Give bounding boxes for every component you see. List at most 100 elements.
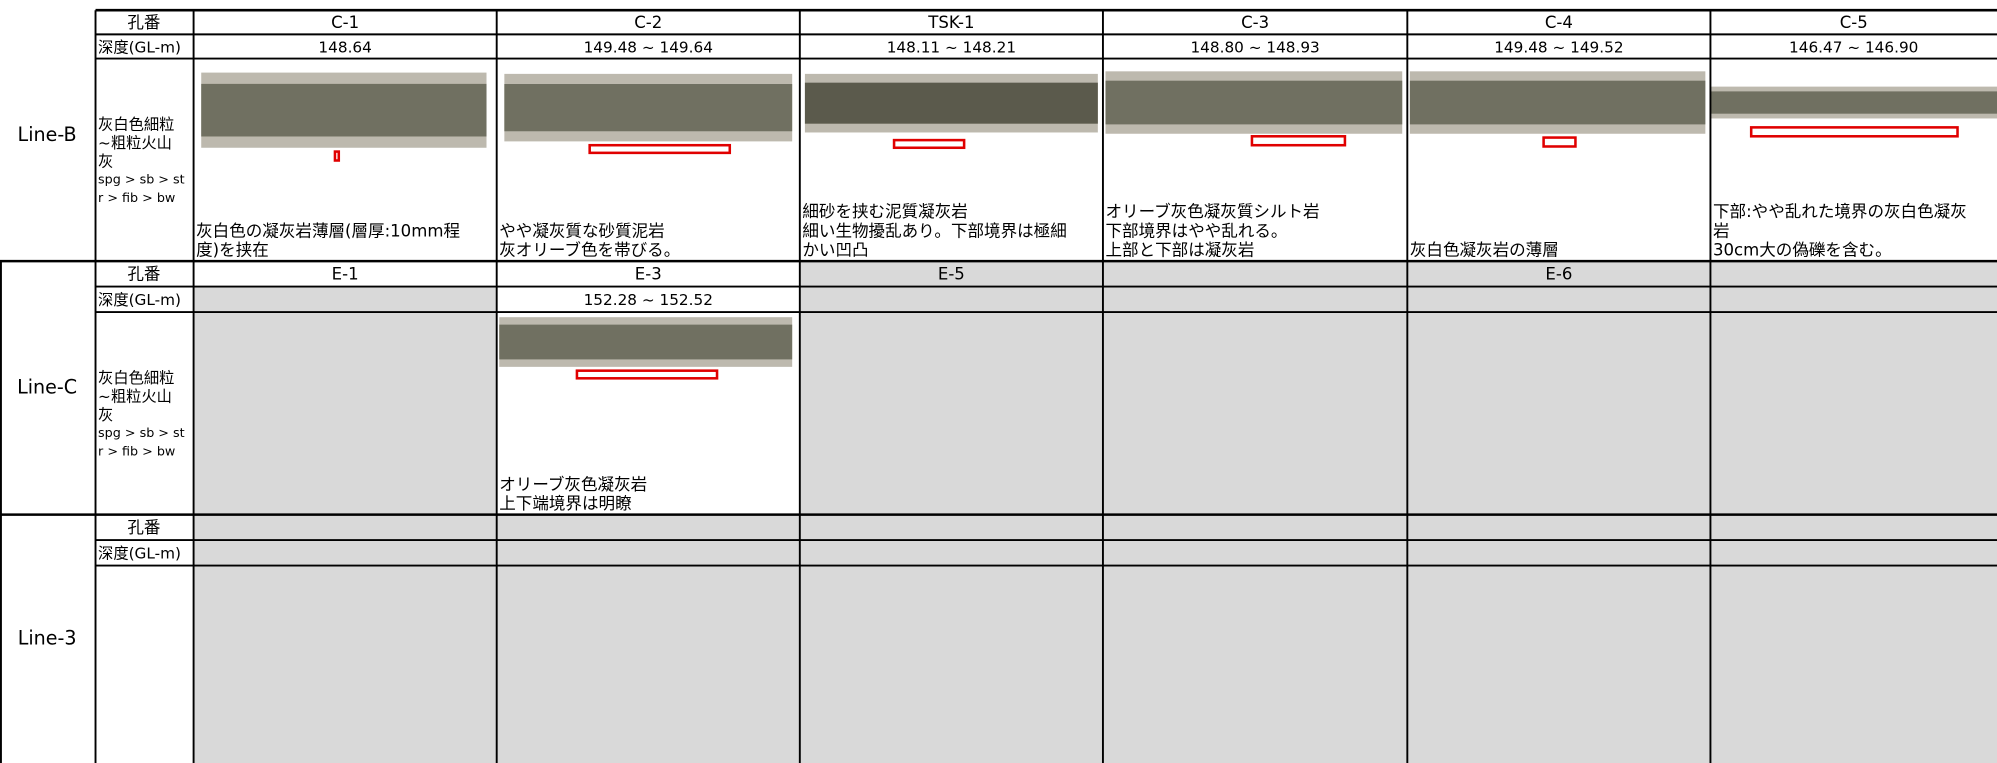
note-line: 30cm大の偽礫を含む。 [1713,240,1892,259]
depth-cell [193,286,497,313]
line-label: Line-B [18,123,77,146]
depth: 149.48 ~ 149.64 [584,38,713,56]
id-label: 孔番 [127,13,160,32]
content-cell [193,565,497,763]
content-cell [193,312,497,515]
sample-marker [333,150,341,162]
note-line: かい凹凸 [802,240,868,259]
note-line: 灰白色凝灰岩の薄層 [1410,240,1559,259]
note-line: 灰オリーブ色を帯びる。 [499,239,680,259]
note-line: オリーブ灰色凝灰岩 [499,474,647,494]
note-line: オリーブ灰色凝灰質シルト岩 [1105,201,1319,221]
depth-cell [799,34,1103,59]
id-cell [193,10,497,35]
depth-cell [496,540,800,566]
note-line: やや凝灰質な砂質泥岩 [499,221,664,240]
hole-id: C-5 [1840,13,1868,32]
id-cell [1102,514,1408,541]
content-cell [799,565,1103,763]
sample-marker [1250,135,1347,147]
sample-marker [1749,126,1959,138]
hole-id: TSK-1 [927,13,974,32]
depth: 149.48 ~ 149.52 [1494,38,1623,56]
depth-cell [1407,540,1711,566]
sample-marker [892,138,966,150]
depth: 148.11 ~ 148.21 [887,38,1016,56]
content-cell [1102,312,1408,515]
content-cell [1407,565,1711,763]
hole-id: E-5 [938,265,965,284]
line-label: Line-C [17,375,77,398]
note-line: 上下端境界は明瞭 [499,494,632,513]
note-line: 細い生物擾乱あり。下部境界は極細 [802,221,1066,240]
depth-cell [193,34,497,59]
depth-cell [1710,34,1997,59]
content-cell [1710,565,1997,763]
description-line: ~粗粒火山 [98,387,172,405]
id-cell [496,261,800,287]
depth-cell [496,286,800,313]
id-label: 孔番 [127,518,160,537]
id-cell [1102,261,1408,287]
depth-cell [1407,34,1711,59]
id-cell [799,10,1103,35]
depth-label: 深度(GL-m) [98,38,181,56]
description-line: r > fib > bw [98,445,175,460]
depth-cell [1710,286,1997,313]
note-line: 下部:やや乱れた境界の灰白色凝灰 [1713,202,1967,221]
depth-cell [1407,286,1711,313]
description-line: spg > sb > st [98,173,185,188]
depth-cell [1102,34,1408,59]
depth-cell [1102,540,1408,566]
description-line: 灰白色細粒 [98,115,174,133]
core-photo [201,83,487,137]
depth-cell [1102,286,1408,313]
id-label: 孔番 [127,265,160,284]
id-cell [1710,10,1997,35]
note-line: 上部と下部は凝灰岩 [1105,240,1254,259]
hole-id: C-3 [1241,13,1269,32]
content-cell [1102,565,1408,763]
line-label: Line-3 [18,626,77,649]
id-cell [496,514,800,541]
description-line: spg > sb > st [98,426,185,441]
id-cell [1407,514,1711,541]
depth: 152.28 ~ 152.52 [584,291,713,309]
core-photo [1710,91,1997,114]
core-photo [499,324,793,360]
description-line: r > fib > bw [98,191,175,206]
note-line: 下部境界はやや乱れる。 [1105,221,1287,240]
sample-marker [1542,136,1577,148]
hole-id: E-1 [332,265,359,284]
note-line: 岩 [1713,221,1730,240]
depth: 148.64 [318,38,371,56]
depth: 146.47 ~ 146.90 [1789,38,1918,56]
depth-cell [799,286,1103,313]
hole-id: E-6 [1545,265,1572,284]
core-photo [504,84,793,132]
depth-cell [496,34,800,59]
description-line: 灰白色細粒 [98,369,174,387]
core-photo [1105,80,1403,125]
description-line: 灰 [98,406,113,424]
id-cell [1407,10,1711,35]
id-cell [193,261,497,287]
id-cell [1710,261,1997,287]
description-line: 灰 [98,152,113,170]
note-line: 細砂を挟む泥質凝灰岩 [802,202,967,221]
id-cell [1407,261,1711,287]
note-line: 灰白色の凝灰岩薄層(層厚:10mm程 [196,221,460,240]
content-cell [1710,312,1997,515]
hole-id: C-2 [634,13,662,32]
depth-cell [1710,540,1997,566]
id-cell [799,261,1103,287]
sample-marker [575,369,719,380]
depth-cell [193,540,497,566]
id-cell [496,10,800,35]
id-cell [1102,10,1408,35]
depth: 148.80 ~ 148.93 [1190,38,1319,56]
hole-id: C-1 [331,13,359,32]
sample-marker [588,143,732,155]
